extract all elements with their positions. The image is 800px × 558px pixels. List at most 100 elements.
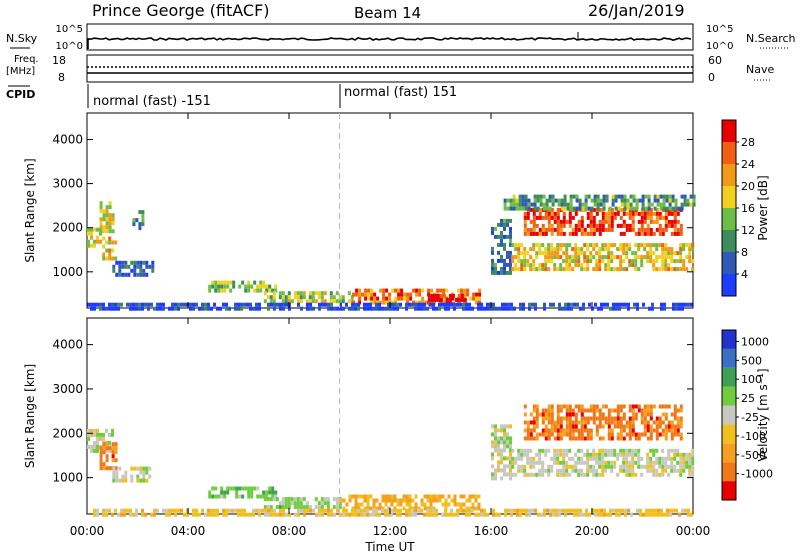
velocity-cell xyxy=(393,506,397,511)
velocity-cell xyxy=(565,424,569,429)
power-cell xyxy=(357,306,360,311)
velocity-cell xyxy=(586,472,590,477)
velocity-cell xyxy=(634,412,638,417)
y-tick-label: 3000 xyxy=(52,177,83,191)
power-cell xyxy=(225,302,228,307)
velocity-cell xyxy=(667,464,671,469)
power-cell xyxy=(600,302,603,307)
velocity-cell xyxy=(290,497,294,502)
power-cell xyxy=(217,284,221,289)
power-cell xyxy=(631,259,635,264)
velocity-cell xyxy=(296,501,300,506)
velocity-cell xyxy=(586,408,590,413)
colorbar-label: Power [dB] xyxy=(756,175,770,240)
power-cell xyxy=(421,300,425,305)
power-cell xyxy=(207,302,210,307)
power-cell xyxy=(118,264,122,269)
power-cell xyxy=(471,306,474,311)
velocity-cell xyxy=(583,452,587,457)
velocity-cell xyxy=(408,512,411,517)
velocity-cell xyxy=(625,452,629,457)
power-cell xyxy=(526,231,530,236)
velocity-cell xyxy=(679,472,683,477)
velocity-cell xyxy=(622,404,626,409)
power-cell xyxy=(457,293,461,298)
velocity-cell xyxy=(491,440,494,445)
power-cell xyxy=(253,288,257,293)
velocity-cell xyxy=(244,486,248,491)
power-cell xyxy=(607,223,611,228)
velocity-cell xyxy=(303,508,306,513)
velocity-cell xyxy=(619,468,623,473)
velocity-cell xyxy=(652,468,656,473)
power-cell xyxy=(220,288,224,293)
power-cell xyxy=(528,306,531,311)
power-cell xyxy=(373,292,377,297)
velocity-cell xyxy=(345,508,348,513)
power-cell xyxy=(507,302,510,307)
power-cell xyxy=(625,255,629,260)
velocity-cell xyxy=(547,468,551,473)
power-cell xyxy=(615,306,618,311)
velocity-cell xyxy=(688,464,692,469)
power-cell xyxy=(636,306,639,311)
power-cell xyxy=(511,255,515,260)
velocity-cell xyxy=(682,464,686,469)
power-cell xyxy=(625,227,629,232)
power-cell xyxy=(569,202,573,207)
power-cell xyxy=(575,194,579,199)
velocity-cell xyxy=(565,420,569,425)
power-cell xyxy=(162,306,165,311)
power-cell xyxy=(589,259,593,264)
velocity-cell xyxy=(99,432,102,437)
velocity-cell xyxy=(556,412,560,417)
velocity-cell xyxy=(399,508,402,513)
power-cell xyxy=(563,194,567,199)
power-cell xyxy=(649,215,653,220)
velocity-cell xyxy=(497,464,500,469)
x-tick-label: 20:00 xyxy=(575,524,610,538)
power-cell xyxy=(593,198,597,203)
power-cell xyxy=(102,252,106,257)
velocity-cell xyxy=(145,478,149,483)
velocity-cell xyxy=(535,404,539,409)
velocity-cell xyxy=(589,404,593,409)
power-cell xyxy=(532,231,536,236)
velocity-cell xyxy=(562,456,566,461)
power-cell xyxy=(601,243,605,248)
velocity-cell xyxy=(321,512,324,517)
velocity-cell xyxy=(685,460,689,465)
velocity-cell xyxy=(529,412,533,417)
velocity-cell xyxy=(299,497,303,502)
velocity-cell xyxy=(594,512,597,517)
velocity-cell xyxy=(577,436,581,441)
velocity-cell xyxy=(661,412,665,417)
power-cell xyxy=(523,223,527,228)
velocity-cell xyxy=(506,424,509,429)
velocity-cell xyxy=(682,468,686,473)
power-cell xyxy=(674,202,678,207)
velocity-cell xyxy=(666,512,669,517)
velocity-cell xyxy=(511,460,515,465)
velocity-cell xyxy=(96,436,99,441)
power-cell xyxy=(658,231,662,236)
power-cell xyxy=(529,207,533,212)
power-cell xyxy=(520,251,524,256)
velocity-cell xyxy=(601,436,605,441)
power-cell xyxy=(553,215,557,220)
velocity-cell xyxy=(276,512,279,517)
power-cell xyxy=(99,302,102,307)
velocity-cell xyxy=(670,456,674,461)
power-cell xyxy=(133,264,137,269)
velocity-cell xyxy=(532,464,536,469)
velocity-cell xyxy=(246,512,249,517)
velocity-cell xyxy=(494,440,497,445)
power-cell xyxy=(592,231,596,236)
velocity-cell xyxy=(330,508,333,513)
velocity-cell xyxy=(592,472,596,477)
velocity-cell xyxy=(120,512,123,517)
velocity-cell xyxy=(679,424,683,429)
power-cell xyxy=(664,211,668,216)
velocity-cell xyxy=(381,494,385,499)
power-cell xyxy=(506,198,510,203)
